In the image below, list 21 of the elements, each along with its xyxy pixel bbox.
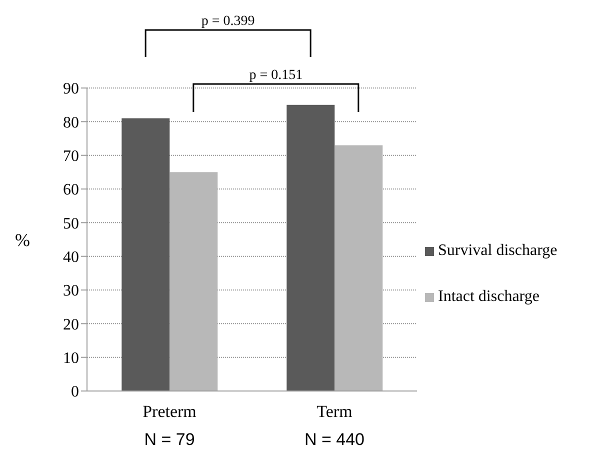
y-tick-label: 40 <box>63 249 79 266</box>
text: p = 0.151 <box>249 68 303 83</box>
y-axis-title: % <box>15 230 30 250</box>
y-tick-label: 30 <box>63 282 79 300</box>
y-tick-label: 50 <box>63 215 79 232</box>
bar <box>334 145 383 391</box>
text: p = 0.399 <box>201 14 255 29</box>
x-tick-label: Term N = 440 <box>304 402 365 449</box>
y-tick-label: 10 <box>63 350 79 368</box>
y-tick-label: 60 <box>63 182 79 199</box>
y-tick-label: 70 <box>63 148 79 166</box>
bar <box>122 118 170 391</box>
y-tick-label: 0 <box>71 384 79 401</box>
y-tick-label: 90 <box>63 80 79 98</box>
bar <box>286 104 335 391</box>
bar <box>170 172 218 391</box>
y-tick-label: 80 <box>63 114 79 132</box>
legend-label: Survival discharge <box>438 242 558 260</box>
legend-label: Intact discharge <box>438 288 540 306</box>
y-tick-label: 20 <box>63 316 79 334</box>
x-tick-label: Preterm N = 79 <box>142 402 196 449</box>
